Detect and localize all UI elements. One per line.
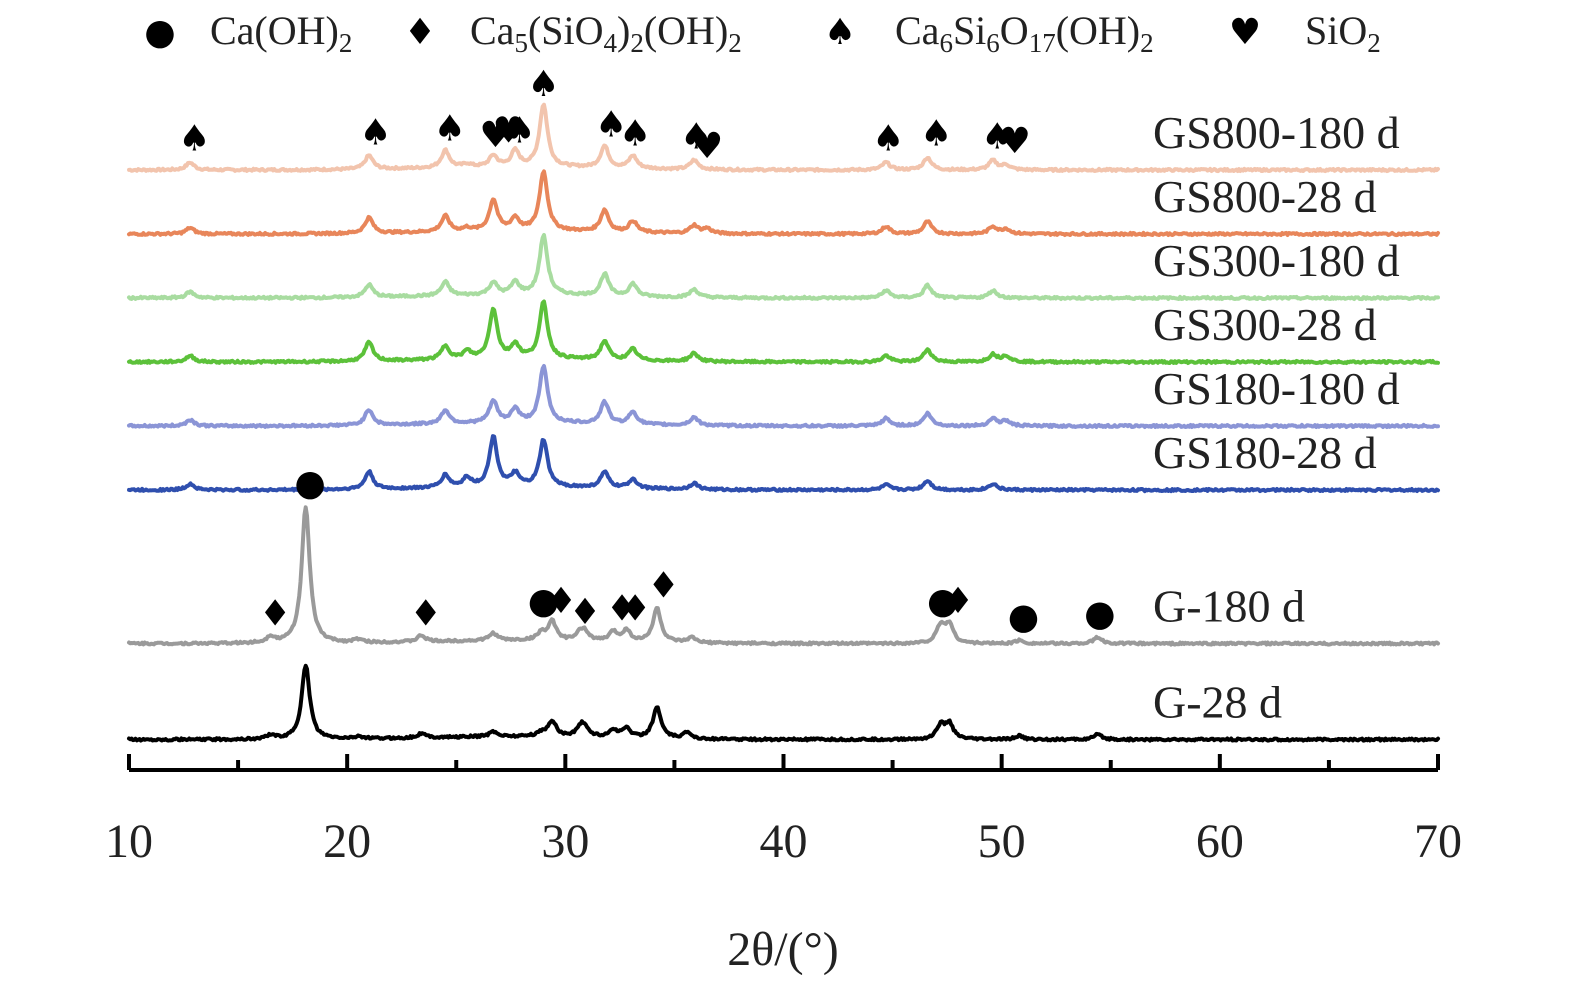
legend-item: ♦ Ca5(SiO4)2(OH)2 [404,8,742,58]
legend-label: Ca(OH)2 [210,8,352,58]
legend-label: Ca5(SiO4)2(OH)2 [470,8,742,58]
legend: ● Ca(OH)2 ♦ Ca5(SiO4)2(OH)2 ♠ Ca6Si6O17(OH)2 ♥… [144,8,1380,58]
phase-marker: ● [1084,593,1115,634]
x-tick-label: 10 [105,815,153,868]
traces [127,102,1440,743]
series-line [127,232,1440,302]
x-axis: 10 20 30 40 50 60 70 [105,754,1462,868]
legend-symbol: ♦ [404,12,436,53]
legend-label: SiO2 [1305,8,1381,58]
phase-marker: ♠ [527,64,559,105]
series-line [127,663,1440,743]
phase-marker: ♦ [942,581,974,622]
series-label: GS800-180 d [1153,107,1400,158]
phase-marker: ♠ [872,119,904,160]
series-label: G-28 d [1153,677,1282,728]
legend-label: Ca6Si6O17(OH)2 [895,8,1154,58]
series-label: GS300-180 d [1153,235,1400,286]
phase-marker: ♠ [920,114,952,155]
x-tick-label: 60 [1196,815,1244,868]
legend-item: ♠ Ca6Si6O17(OH)2 [824,8,1154,58]
series-label: GS180-180 d [1153,363,1400,414]
phase-marker: ♦ [569,592,601,633]
series-line [127,169,1440,238]
phase-marker: ♥ [492,111,524,152]
legend-symbol: ♥ [1229,12,1261,53]
phase-marker: ♠ [503,111,535,152]
phase-marker: ♥ [691,126,723,167]
phase-marker: ♦ [606,588,638,629]
series-label: G-180 d [1153,581,1305,632]
series-line [127,434,1440,494]
series-line [127,505,1440,647]
legend-item: ♥ SiO2 [1229,8,1381,58]
phase-marker: ● [528,581,559,622]
phase-marker: ● [1008,597,1039,638]
legend-symbol: ♠ [824,12,856,53]
phase-marker: ♠ [359,112,391,153]
series-labels: GS800-180 d GS800-28 d GS300-180 d GS300-28… [1153,107,1400,728]
series-line [127,299,1440,366]
phase-marker: ♦ [545,581,577,622]
x-tick-label: 30 [541,815,589,868]
phase-marker: ♥ [999,121,1031,162]
x-axis-title: 2θ/(°) [727,923,839,976]
phase-marker: ● [294,463,325,504]
phase-marker: ♥ [479,115,511,156]
series-label: GS800-28 d [1153,171,1377,222]
phase-marker: ● [927,581,958,622]
phase-marker: ♦ [619,588,651,629]
series-label: GS180-28 d [1153,427,1377,478]
phase-marker: ♠ [619,114,651,155]
x-tick-label: 50 [978,815,1026,868]
series-line [127,102,1440,174]
phase-marker: ♠ [981,117,1013,158]
phase-marker: ♠ [595,104,627,145]
phase-marker: ♠ [680,117,712,158]
x-tick-label: 40 [760,815,808,868]
series-line [127,364,1440,430]
legend-symbol: ● [144,12,175,53]
phase-markers: ♠ ♠ ♠ ♥♥♠♠♠♠ ♠♥ ♠ ♠ ♠♥♦●♦ ●♦♦ ♦♦♦ ●♦ ● ● [178,64,1115,638]
x-tick-label: 20 [323,815,371,868]
series-label: GS300-28 d [1153,299,1377,350]
x-tick-label: 70 [1414,815,1462,868]
phase-marker: ♠ [434,109,466,150]
legend-item: ● Ca(OH)2 [144,8,352,58]
phase-marker: ♦ [259,593,291,634]
phase-marker: ♦ [410,593,442,634]
phase-marker: ♠ [178,119,210,160]
phase-marker: ♦ [647,566,679,607]
